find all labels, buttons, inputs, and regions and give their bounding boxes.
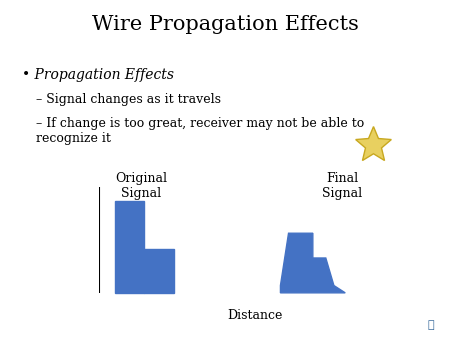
Text: • Propagation Effects: • Propagation Effects [22, 68, 175, 81]
Polygon shape [356, 127, 392, 161]
Text: Final
Signal: Final Signal [322, 172, 362, 200]
Text: Original
Signal: Original Signal [115, 172, 167, 200]
Polygon shape [115, 201, 144, 293]
Text: – Signal changes as it travels: – Signal changes as it travels [36, 93, 221, 106]
Text: Wire Propagation Effects: Wire Propagation Effects [91, 15, 359, 34]
Polygon shape [144, 249, 174, 293]
Text: 🔈: 🔈 [428, 319, 434, 330]
Text: Distance: Distance [227, 309, 282, 322]
Text: – If change is too great, receiver may not be able to
recognize it: – If change is too great, receiver may n… [36, 117, 364, 145]
Polygon shape [280, 233, 345, 293]
